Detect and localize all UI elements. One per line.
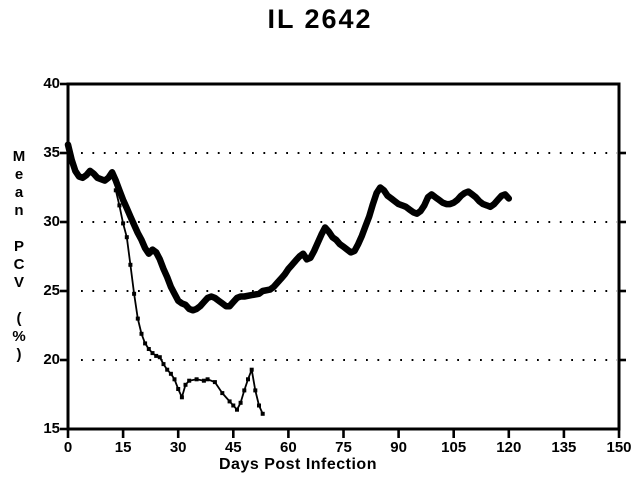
data-point-marker [161,362,166,367]
data-point-marker [205,377,210,382]
data-point-marker [194,377,199,382]
data-point-marker [168,371,173,376]
data-point-marker [172,377,177,382]
recovering-group-thick-line [64,141,513,314]
data-point-marker [212,380,217,385]
data-point-marker [113,188,118,193]
data-point-marker [227,399,232,404]
data-point-marker [183,382,188,387]
data-point-marker [187,378,192,383]
data-point-marker [246,377,250,382]
x-tick-label-135: 135 [551,439,577,456]
x-tick-label-75: 75 [335,439,352,456]
data-point-marker [154,353,159,358]
y-axis-title: M e a n P C V ( % ) [12,148,26,363]
data-point-marker [253,388,258,393]
data-point-marker [257,403,261,408]
y-tick-label-15: 15 [43,420,60,437]
data-point-marker [235,407,239,412]
data-point-marker [260,411,265,416]
x-tick-label-45: 45 [224,439,242,456]
data-point-marker [220,391,225,396]
data-point-marker [201,378,206,383]
y-tick-label-20: 20 [43,351,60,368]
data-point-marker [249,367,254,372]
y-tick-label-30: 30 [43,213,60,230]
data-point-marker [150,351,155,356]
plot-frame [66,82,621,431]
y-tick-label-35: 35 [43,144,60,161]
x-tick-label-60: 60 [280,439,297,456]
data-point-marker [179,395,184,400]
data-point-marker [242,388,247,393]
x-tick-label-0: 0 [63,439,73,456]
declining-group-thin-line [114,189,264,415]
data-point-marker [157,355,162,360]
data-point-marker [124,235,129,240]
x-tick-label-90: 90 [390,439,407,456]
data-point-marker [238,400,243,405]
data-point-marker [146,347,151,351]
data-point-marker [132,291,137,296]
data-point-marker [128,262,133,267]
x-tick-label-150: 150 [606,439,632,456]
data-point-marker [117,203,122,208]
data-point-marker [165,367,170,372]
y-tick-label-40: 40 [43,75,60,92]
data-point-marker [135,316,140,321]
data-point-marker [143,341,148,346]
data-point-marker [176,387,181,391]
x-tick-label-105: 105 [441,439,467,456]
data-point-marker [139,331,144,336]
data-point-marker [231,403,236,408]
x-tick-label-120: 120 [496,439,522,456]
data-point-marker [121,221,126,226]
y-tick-label-25: 25 [43,282,60,299]
x-axis-title: Days Post Infection [219,456,377,473]
chart-title: IL 2642 [267,4,373,34]
x-tick-label-15: 15 [114,439,132,456]
x-tick-label-30: 30 [169,439,187,456]
